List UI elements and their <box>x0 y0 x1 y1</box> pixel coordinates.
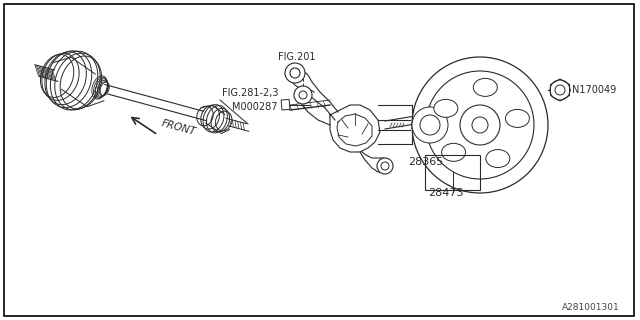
Ellipse shape <box>434 99 458 117</box>
Circle shape <box>460 105 500 145</box>
Circle shape <box>412 57 548 193</box>
Text: M000287: M000287 <box>232 102 278 112</box>
Text: FIG.281-2,3: FIG.281-2,3 <box>222 88 278 98</box>
Text: 28473: 28473 <box>428 188 463 198</box>
Text: FRONT: FRONT <box>160 118 197 137</box>
Circle shape <box>420 115 440 135</box>
Circle shape <box>381 162 389 170</box>
Text: N170049: N170049 <box>572 85 616 95</box>
Circle shape <box>377 158 393 174</box>
Text: FIG.201: FIG.201 <box>278 52 316 62</box>
Ellipse shape <box>486 149 510 168</box>
Ellipse shape <box>474 78 497 96</box>
Bar <box>425 155 480 190</box>
Circle shape <box>426 71 534 179</box>
Text: A281001301: A281001301 <box>563 303 620 312</box>
Text: 28365: 28365 <box>408 157 444 167</box>
Circle shape <box>299 91 307 99</box>
Circle shape <box>285 63 305 83</box>
Circle shape <box>294 86 312 104</box>
Circle shape <box>555 85 565 95</box>
Ellipse shape <box>506 109 529 127</box>
Circle shape <box>550 80 570 100</box>
Ellipse shape <box>442 143 466 161</box>
Circle shape <box>472 117 488 133</box>
Bar <box>281 99 290 110</box>
Circle shape <box>412 107 448 143</box>
Circle shape <box>290 68 300 78</box>
